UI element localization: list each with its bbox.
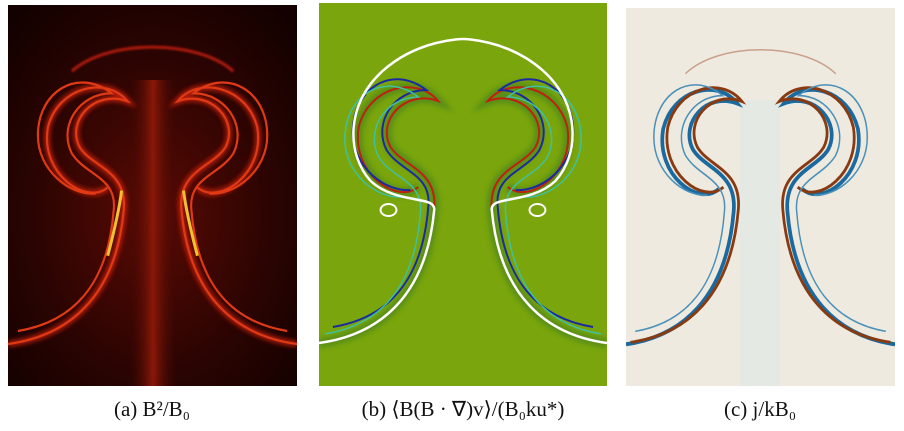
panel-a bbox=[8, 5, 297, 386]
caption: (c) j/kB₀ bbox=[724, 397, 796, 421]
caption: (a) B²/B₀ bbox=[114, 397, 190, 421]
panel-b bbox=[319, 3, 607, 386]
caption: (b) ⟨B(B · ∇)v⟩/(B₀ku*) bbox=[362, 397, 565, 421]
panel-c bbox=[626, 8, 895, 386]
